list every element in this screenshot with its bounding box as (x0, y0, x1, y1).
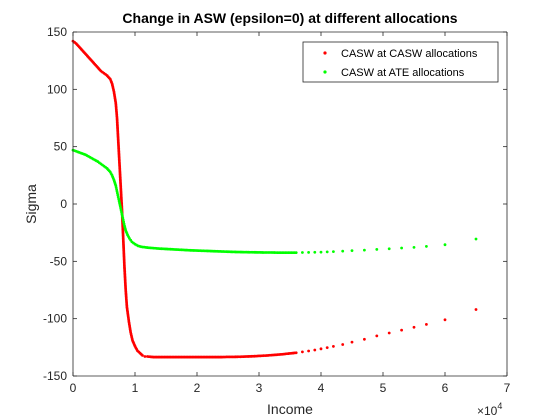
data-point (141, 353, 144, 357)
data-point (313, 250, 317, 254)
data-point (294, 251, 298, 255)
x-tick-label: 0 (70, 381, 77, 395)
data-point (307, 349, 310, 353)
data-point (307, 250, 310, 254)
data-point (332, 345, 335, 348)
x-axis-label: Income (267, 401, 313, 417)
data-point (143, 355, 147, 358)
data-point (400, 246, 403, 250)
data-point (301, 350, 304, 354)
data-point (363, 337, 366, 341)
series-layer (71, 39, 478, 359)
x-tick-label: 2 (194, 381, 201, 395)
series-casw-at-casw (71, 39, 478, 359)
data-point (325, 346, 329, 350)
legend-box (302, 41, 499, 83)
plot-area (73, 32, 507, 376)
y-tick-label: 0 (60, 197, 67, 211)
data-point (313, 348, 317, 352)
ticks-layer: 0 1 2 3 4 5 6 7 -150 -100 -50 0 50 100 150 (43, 25, 511, 395)
data-point (332, 250, 335, 253)
data-point (425, 323, 428, 326)
x-axis-exponent-base: ×10 (477, 404, 498, 418)
x-tick-label: 1 (132, 381, 139, 395)
data-point (325, 250, 329, 254)
y-tick-label: 100 (47, 82, 67, 96)
x-tick-label: 7 (504, 381, 511, 395)
data-point (363, 248, 366, 252)
y-tick-label: -100 (43, 312, 67, 326)
y-axis-label: Sigma (23, 184, 39, 224)
data-point (412, 325, 416, 329)
legend: CASW at CASW allocations CASW at ATE all… (302, 41, 499, 83)
x-tick-label: 4 (318, 381, 325, 395)
chart-title: Change in ASW (epsilon=0) at different a… (122, 10, 457, 26)
data-point (341, 343, 345, 346)
data-point (412, 245, 416, 249)
x-axis-exponent: ×104 (477, 401, 502, 418)
legend-marker-ate (323, 70, 327, 74)
data-point (400, 328, 403, 332)
x-tick-label: 5 (380, 381, 387, 395)
data-point (375, 334, 379, 338)
data-point (319, 250, 323, 254)
data-point (443, 318, 447, 322)
x-tick-label: 6 (442, 381, 449, 395)
data-point (350, 340, 354, 344)
legend-label-casw: CASW at CASW allocations (341, 48, 478, 60)
data-point (341, 249, 345, 253)
y-tick-label: -50 (50, 254, 68, 268)
legend-marker-casw (323, 51, 327, 55)
data-point (387, 331, 391, 335)
data-point (474, 308, 478, 311)
y-tick-label: -150 (43, 369, 67, 383)
legend-label-ate: CASW at ATE allocations (341, 67, 465, 79)
y-tick-label: 50 (54, 140, 68, 154)
data-point (319, 347, 323, 351)
series-casw-at-ate (71, 148, 478, 255)
data-point (350, 249, 354, 253)
x-axis-exponent-power: 4 (497, 401, 502, 411)
y-tick-label: 150 (47, 25, 67, 39)
data-point (375, 248, 379, 251)
data-point (387, 247, 391, 251)
data-point (443, 243, 447, 247)
x-tick-label: 3 (256, 381, 263, 395)
data-point (474, 237, 478, 241)
data-point (425, 245, 428, 248)
data-point (294, 351, 298, 355)
data-point (301, 251, 304, 254)
